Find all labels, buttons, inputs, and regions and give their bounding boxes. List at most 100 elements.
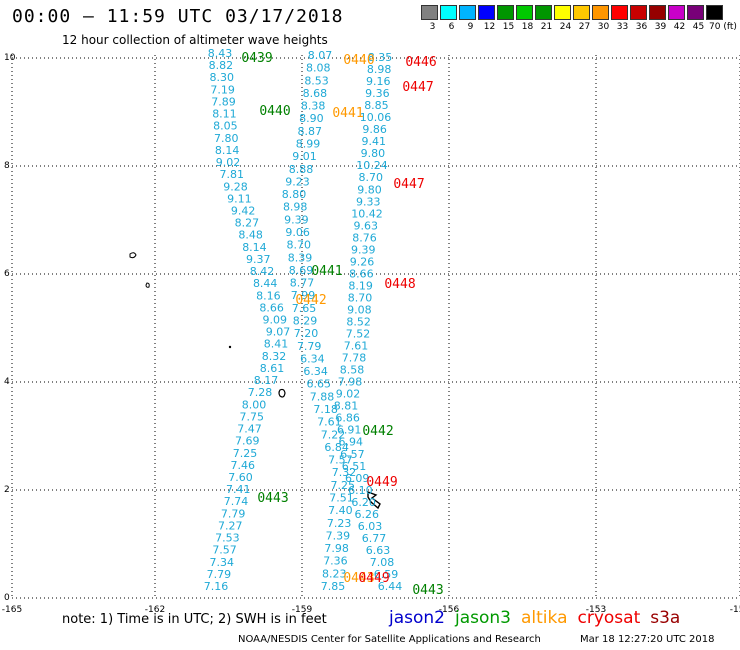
- wave-height-value: 9.36: [365, 87, 390, 100]
- wave-height-value: 8.00: [242, 398, 267, 411]
- pass-number-label: 0441: [332, 106, 363, 121]
- wave-height-value: 8.90: [299, 112, 324, 125]
- legend-entry: s3a: [650, 608, 681, 628]
- wave-height-value: 7.57: [328, 454, 353, 467]
- wave-height-value: 8.14: [215, 144, 240, 157]
- latitude-tick-label: 2: [4, 485, 10, 495]
- latitude-tick-label: 6: [4, 269, 10, 279]
- wave-height-value: 8.61: [260, 362, 285, 375]
- pass-number-label: 0447: [393, 177, 424, 192]
- color-scale-label: 18: [521, 22, 534, 32]
- wave-height-value: 7.52: [346, 328, 371, 341]
- wave-height-value: 9.09: [263, 314, 288, 327]
- wave-height-value: 8.07: [308, 49, 333, 62]
- wave-height-value: 8.98: [283, 201, 308, 214]
- color-scale-swatch: [687, 5, 704, 20]
- wave-height-value: 8.08: [306, 62, 331, 75]
- color-scale-label: 21: [540, 22, 553, 32]
- wave-height-value: 8.44: [253, 277, 278, 290]
- wave-height-value: 8.35: [368, 51, 393, 64]
- wave-height-value: 10.42: [351, 207, 383, 220]
- color-scale-swatch: [630, 5, 647, 20]
- island-dot: [228, 345, 232, 349]
- island-shape: [367, 490, 381, 510]
- wave-height-value: 6.20: [351, 496, 376, 509]
- color-scale-swatch: [573, 5, 590, 20]
- color-scale-label: 45: [692, 22, 705, 32]
- color-scale-swatch: [706, 5, 723, 20]
- wave-height-value: 8.80: [282, 188, 307, 201]
- latitude-tick-label: 10: [4, 53, 16, 63]
- wave-height-value: 8.82: [209, 59, 234, 72]
- wave-height-value: 8.05: [213, 120, 238, 133]
- wave-height-value: 6.91: [337, 424, 362, 437]
- wave-height-value: 9.39: [351, 243, 376, 256]
- color-scale-label: 12: [483, 22, 496, 32]
- wave-height-value: 8.16: [256, 289, 281, 302]
- wave-height-value: 7.20: [294, 327, 319, 340]
- pass-number-label: 0443: [343, 571, 374, 586]
- wave-height-value: 6.51: [342, 460, 367, 473]
- longitude-tick-label: -162: [145, 605, 165, 615]
- wave-height-value: 7.51: [329, 492, 354, 505]
- wave-height-value: 8.53: [304, 74, 329, 87]
- longitude-tick-label: -156: [439, 605, 460, 615]
- wave-height-value: 9.63: [354, 219, 379, 232]
- longitude-tick-label: -165: [2, 605, 22, 615]
- color-scale-swatch: [421, 5, 438, 20]
- wave-height-value: 7.23: [327, 517, 352, 530]
- color-scale-swatch: [516, 5, 533, 20]
- wave-height-value: 8.17: [254, 374, 279, 387]
- wave-height-value: 9.08: [347, 303, 372, 316]
- wave-height-value: 8.19: [348, 279, 373, 292]
- wave-height-value: 8.66: [259, 301, 284, 314]
- wave-height-value: 7.18: [313, 403, 338, 416]
- island-shape: [129, 252, 137, 259]
- wave-height-value: 6.86: [335, 412, 360, 425]
- wave-height-value: 7.32: [332, 466, 357, 479]
- wave-height-value: 8.68: [303, 87, 328, 100]
- wave-height-tracks: 8.438.828.307.197.898.118.057.808.149.02…: [204, 47, 403, 593]
- color-scale-label: 36: [635, 22, 648, 32]
- wave-height-value: 8.70: [359, 171, 384, 184]
- wave-height-value: 7.53: [215, 532, 240, 545]
- satellite-legend: jason2 jason3 altika cryosat s3a: [389, 608, 690, 628]
- generated-timestamp: Mar 18 12:27:20 UTC 2018: [580, 634, 715, 645]
- wave-height-value: 10.24: [356, 159, 388, 172]
- wave-height-value: 7.98: [338, 376, 363, 389]
- wave-height-value: 8.88: [289, 163, 314, 176]
- wave-height-value: 6.65: [307, 378, 332, 391]
- longitude-tick-label: -159: [292, 605, 313, 615]
- page-title: 00:00 – 11:59 UTC 03/17/2018: [12, 6, 344, 27]
- wave-height-value: 7.85: [321, 580, 346, 593]
- wave-height-value: 8.29: [293, 315, 318, 328]
- color-scale-label: 42: [673, 22, 686, 32]
- wave-height-value: 8.66: [349, 267, 374, 280]
- island-outlines: [129, 252, 381, 510]
- wave-height-value: 9.23: [285, 175, 310, 188]
- wave-height-value: 7.74: [224, 495, 249, 508]
- wave-height-value: 7.80: [214, 132, 239, 145]
- map-grid: [11, 55, 740, 599]
- wave-height-value: 6.44: [378, 580, 403, 593]
- credit-line: NOAA/NESDIS Center for Satellite Applica…: [238, 634, 541, 645]
- wave-height-value: 6.26: [355, 508, 380, 521]
- latitude-tick-label: 4: [4, 377, 10, 387]
- wave-height-value: 9.42: [231, 204, 256, 217]
- wave-height-value: 7.46: [231, 459, 256, 472]
- legend-entry: jason3: [455, 608, 511, 628]
- wave-height-value: 8.58: [340, 364, 365, 377]
- wave-height-value: 8.87: [297, 125, 322, 138]
- pass-number-label: 0449: [358, 571, 389, 586]
- wave-height-value: 7.81: [220, 168, 245, 181]
- wave-height-value: 9.07: [266, 326, 291, 339]
- wave-height-value: 7.25: [233, 447, 258, 460]
- wave-height-value: 7.78: [342, 352, 367, 365]
- wave-height-value: 7.47: [237, 423, 262, 436]
- page-subtitle: 12 hour collection of altimeter wave hei…: [62, 33, 328, 47]
- wave-height-value: 7.27: [218, 519, 243, 532]
- wave-height-value: 7.41: [226, 483, 251, 496]
- wave-height-value: 8.30: [210, 71, 235, 84]
- pass-number-label: 0443: [257, 491, 288, 506]
